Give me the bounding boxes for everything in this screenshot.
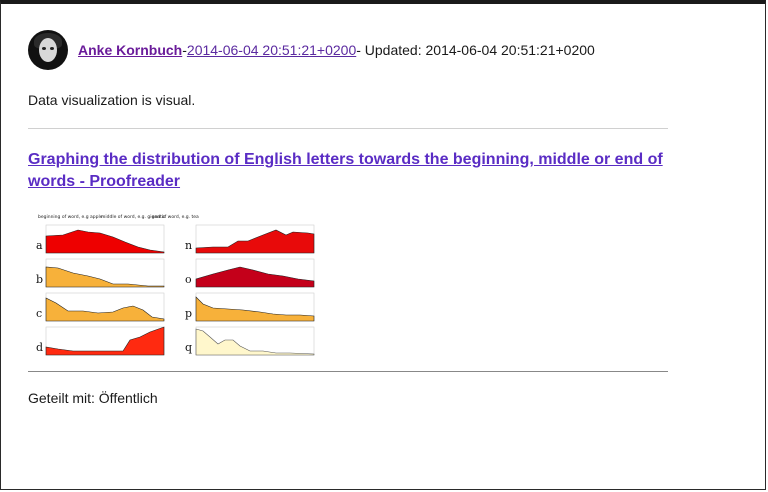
area-d — [45, 326, 165, 356]
post-body: Data visualization is visual. — [28, 92, 196, 108]
divider — [28, 128, 668, 129]
avatar-eye-right — [50, 47, 54, 50]
area-q — [195, 328, 315, 356]
letter-q: q — [185, 341, 192, 354]
shared-with: Geteilt mit: Öffentlich — [28, 390, 158, 406]
area-p — [195, 296, 315, 322]
letter-p: p — [185, 307, 192, 320]
divider-footer — [28, 371, 668, 372]
avatar-eye-left — [42, 47, 46, 50]
letter-b: b — [36, 273, 43, 286]
avatar-face — [39, 38, 57, 62]
letter-a: a — [36, 239, 43, 252]
area-c — [45, 297, 165, 322]
letter-distribution-image[interactable]: beginning of word, e.g apple middle of w… — [28, 211, 318, 359]
area-o — [195, 266, 315, 288]
letter-o: o — [185, 273, 192, 286]
letter-c: c — [36, 307, 42, 320]
letter-d: d — [36, 341, 43, 354]
area-n — [195, 229, 315, 254]
article-link[interactable]: Graphing the distribution of English let… — [28, 151, 663, 190]
post-header: Anke Kornbuch-2014-06-04 20:51:21+0200- … — [28, 28, 668, 72]
annotation-beginning: beginning of word, e.g apple — [38, 214, 103, 220]
meta-separator: - — [182, 42, 187, 58]
avatar[interactable] — [28, 30, 68, 70]
post: Anke Kornbuch-2014-06-04 20:51:21+0200- … — [28, 28, 668, 406]
letter-n: n — [185, 239, 192, 252]
updated-text: - Updated: 2014-06-04 20:51:21+0200 — [356, 42, 595, 58]
area-b — [45, 266, 165, 288]
post-meta: Anke Kornbuch-2014-06-04 20:51:21+0200- … — [78, 42, 595, 58]
area-a — [45, 229, 165, 254]
author-link[interactable]: Anke Kornbuch — [78, 42, 183, 58]
annotation-middle: middle of word, e.g. gigantic — [101, 214, 166, 220]
annotation-end: end of word, e.g. tea — [152, 214, 199, 220]
date-link[interactable]: 2014-06-04 20:51:21+0200 — [186, 42, 357, 58]
